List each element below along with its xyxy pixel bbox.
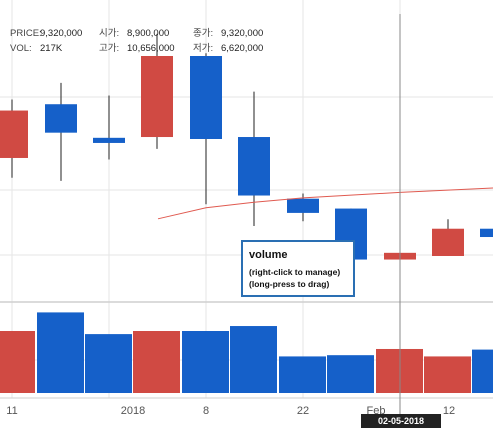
volume-bar (424, 356, 471, 393)
candle-body (141, 56, 173, 138)
close-label: 종가: (193, 28, 214, 39)
candle-body (432, 228, 464, 256)
volume-bar (327, 355, 374, 393)
candle-body (45, 104, 77, 133)
candle-body (287, 198, 319, 213)
x-tick-label: 2018 (121, 405, 145, 417)
volume-bar (279, 356, 326, 393)
low-label: 저가: (193, 43, 214, 54)
high-value: 10,656,000 (127, 43, 175, 54)
volume-bar (133, 331, 180, 393)
moving-average-line (157, 187, 493, 220)
x-tick-label: 11 (6, 405, 17, 417)
x-tick-label: 8 (203, 405, 209, 417)
price-label: PRICE: (10, 28, 42, 39)
high-label: 고가: (99, 43, 120, 54)
vol-value: 217K (40, 43, 63, 54)
volume-bar (472, 349, 493, 393)
candle-body (238, 137, 270, 196)
info-row-2: VOL: 217K 고가: 10,656,000 저가: 6,620,000 (10, 41, 300, 56)
volume-bar (37, 312, 84, 393)
crosshair-date-badge: 02-05-2018 (361, 414, 441, 428)
volume-bar (0, 331, 35, 393)
close-value: 9,320,000 (221, 28, 264, 39)
info-row-1: PRICE: 9,320,000 시가: 8,900,000 종가: 9,320… (10, 26, 300, 41)
tooltip-line-2: (long-press to drag) (249, 279, 330, 289)
x-tick-label: 22 (297, 405, 309, 417)
candle-body (0, 110, 28, 158)
price-info-panel: PRICE: 9,320,000 시가: 8,900,000 종가: 9,320… (10, 26, 300, 56)
candle-body (190, 56, 222, 139)
tooltip-title: volume (249, 249, 288, 261)
open-value: 8,900,000 (127, 28, 170, 39)
low-value: 6,620,000 (221, 43, 264, 54)
vol-label: VOL: (10, 43, 32, 54)
candle-body (93, 137, 125, 143)
tooltip-line-1: (right-click to manage) (249, 267, 341, 277)
x-tick-label: 12 (443, 405, 455, 417)
volume-tooltip: volume (right-click to manage) (long-pre… (241, 240, 355, 297)
volume-bar (182, 331, 229, 393)
candle-body (480, 228, 493, 238)
volume-bar (85, 334, 132, 393)
open-label: 시가: (99, 28, 120, 39)
volume-bar (230, 326, 277, 393)
price-value: 9,320,000 (40, 28, 83, 39)
